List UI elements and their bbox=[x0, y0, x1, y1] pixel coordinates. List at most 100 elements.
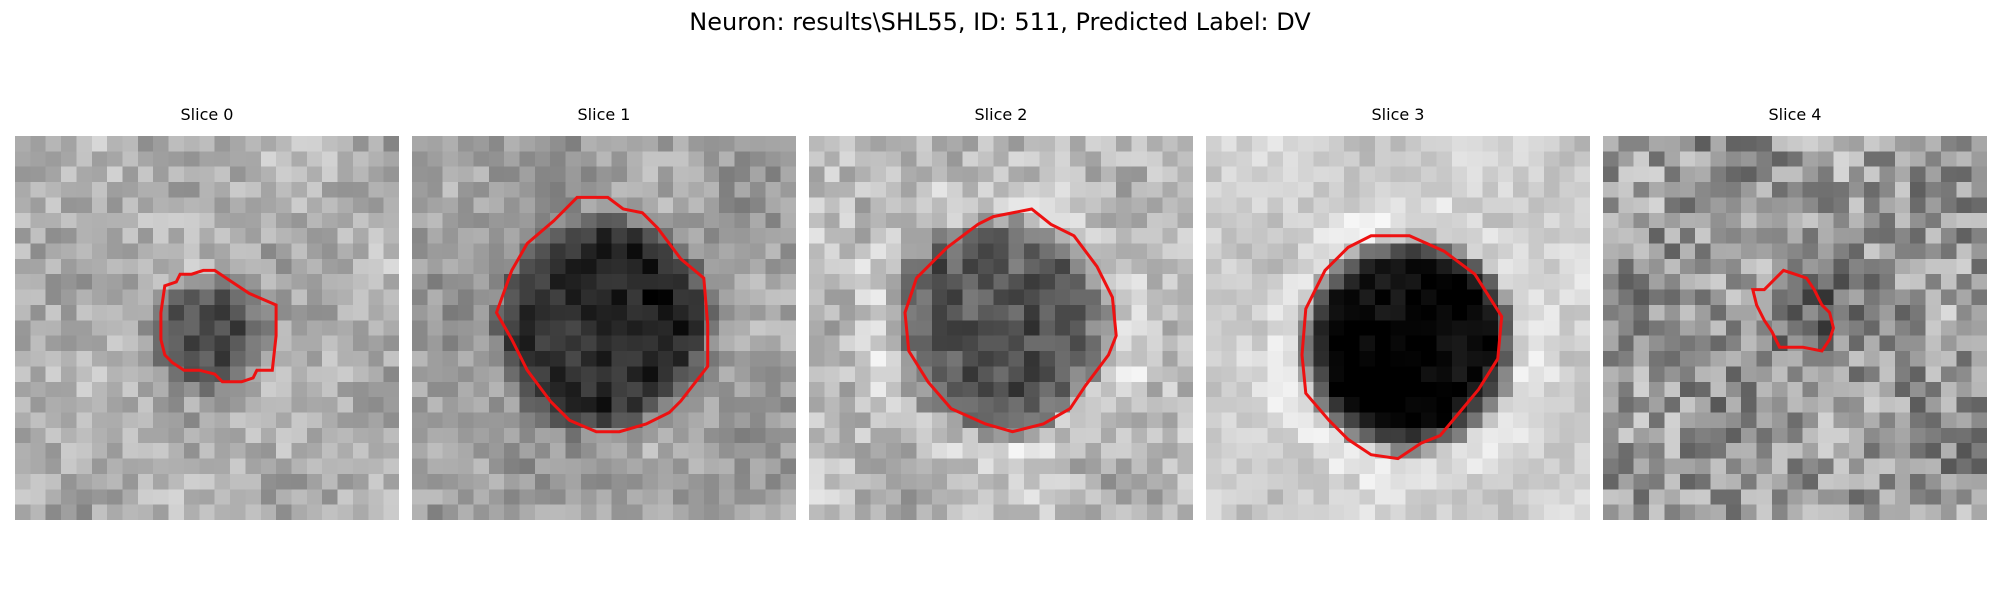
image-pixel bbox=[1390, 304, 1407, 321]
image-pixel bbox=[1741, 458, 1758, 475]
image-pixel bbox=[1664, 366, 1681, 383]
image-pixel bbox=[306, 458, 323, 475]
image-pixel bbox=[993, 136, 1010, 152]
image-pixel bbox=[931, 320, 948, 337]
image-pixel bbox=[1513, 381, 1530, 398]
image-pixel bbox=[1710, 166, 1727, 183]
image-pixel bbox=[1482, 381, 1499, 398]
image-pixel bbox=[901, 136, 918, 152]
image-pixel bbox=[703, 182, 720, 199]
image-pixel bbox=[1221, 458, 1238, 475]
image-pixel bbox=[153, 166, 170, 183]
image-pixel bbox=[1116, 274, 1133, 291]
image-pixel bbox=[76, 489, 93, 506]
image-pixel bbox=[688, 182, 705, 199]
image-pixel bbox=[734, 443, 751, 460]
image-pixel bbox=[1282, 335, 1299, 352]
image-pixel bbox=[91, 151, 108, 168]
image-pixel bbox=[412, 473, 428, 490]
image-pixel bbox=[688, 473, 705, 490]
image-pixel bbox=[839, 320, 856, 337]
image-pixel bbox=[947, 243, 964, 260]
image-pixel bbox=[870, 381, 887, 398]
image-pixel bbox=[1421, 274, 1437, 291]
image-pixel bbox=[1405, 412, 1422, 429]
image-pixel bbox=[61, 473, 78, 490]
image-pixel bbox=[1116, 489, 1133, 506]
image-pixel bbox=[291, 151, 308, 168]
image-pixel bbox=[1008, 351, 1025, 367]
image-pixel bbox=[473, 136, 490, 152]
image-pixel bbox=[107, 397, 124, 414]
image-pixel bbox=[1603, 182, 1619, 199]
image-pixel bbox=[673, 136, 690, 152]
image-pixel bbox=[1313, 182, 1330, 199]
image-pixel bbox=[199, 351, 216, 367]
image-pixel bbox=[1603, 504, 1619, 520]
image-pixel bbox=[1008, 166, 1025, 183]
image-pixel bbox=[1467, 397, 1484, 414]
image-pixel bbox=[1206, 289, 1222, 306]
image-pixel bbox=[765, 427, 782, 444]
image-pixel bbox=[931, 304, 948, 321]
image-pixel bbox=[901, 397, 918, 414]
image-pixel bbox=[1618, 258, 1635, 275]
image-pixel bbox=[734, 304, 751, 321]
image-pixel bbox=[1421, 151, 1437, 168]
image-pixel bbox=[824, 136, 841, 152]
image-pixel bbox=[855, 289, 872, 306]
image-pixel bbox=[1833, 151, 1850, 168]
image-pixel bbox=[1528, 366, 1545, 383]
image-pixel bbox=[1664, 151, 1681, 168]
image-pixel bbox=[1679, 443, 1696, 460]
image-pixel bbox=[1100, 366, 1117, 383]
image-pixel bbox=[1710, 289, 1727, 306]
image-pixel bbox=[1085, 335, 1102, 352]
image-pixel bbox=[1513, 212, 1530, 229]
image-pixel bbox=[1971, 182, 1987, 199]
image-pixel bbox=[458, 289, 475, 306]
image-pixel bbox=[596, 504, 613, 520]
image-pixel bbox=[1771, 136, 1788, 152]
image-pixel bbox=[1177, 412, 1193, 429]
image-pixel bbox=[1252, 289, 1269, 306]
image-pixel bbox=[1574, 473, 1590, 490]
image-pixel bbox=[1649, 412, 1666, 429]
image-pixel bbox=[931, 151, 948, 168]
image-pixel bbox=[1085, 228, 1102, 245]
image-pixel bbox=[1436, 258, 1453, 275]
image-pixel bbox=[611, 351, 628, 367]
image-pixel bbox=[153, 458, 170, 475]
image-pixel bbox=[1116, 335, 1133, 352]
image-pixel bbox=[1787, 304, 1804, 321]
image-pixel bbox=[1162, 366, 1179, 383]
image-pixel bbox=[1787, 366, 1804, 383]
image-pixel bbox=[1649, 243, 1666, 260]
image-pixel bbox=[1482, 320, 1499, 337]
image-pixel bbox=[688, 412, 705, 429]
image-pixel bbox=[1925, 197, 1942, 214]
image-pixel bbox=[1054, 166, 1071, 183]
image-pixel bbox=[1649, 136, 1666, 152]
image-pixel bbox=[749, 258, 766, 275]
image-pixel bbox=[947, 304, 964, 321]
image-pixel bbox=[1894, 443, 1911, 460]
image-pixel bbox=[1894, 320, 1911, 337]
image-pixel bbox=[1741, 243, 1758, 260]
image-pixel bbox=[504, 289, 521, 306]
image-pixel bbox=[1695, 504, 1712, 520]
image-pixel bbox=[1328, 443, 1345, 460]
image-pixel bbox=[137, 166, 154, 183]
image-pixel bbox=[107, 228, 124, 245]
image-pixel bbox=[1374, 304, 1391, 321]
image-pixel bbox=[809, 381, 825, 398]
image-pixel bbox=[580, 335, 597, 352]
image-pixel bbox=[1344, 289, 1361, 306]
image-pixel bbox=[168, 136, 185, 152]
image-pixel bbox=[488, 381, 505, 398]
image-pixel bbox=[1802, 458, 1819, 475]
image-pixel bbox=[488, 397, 505, 414]
image-pixel bbox=[1359, 212, 1376, 229]
image-pixel bbox=[780, 412, 796, 429]
image-pixel bbox=[824, 304, 841, 321]
